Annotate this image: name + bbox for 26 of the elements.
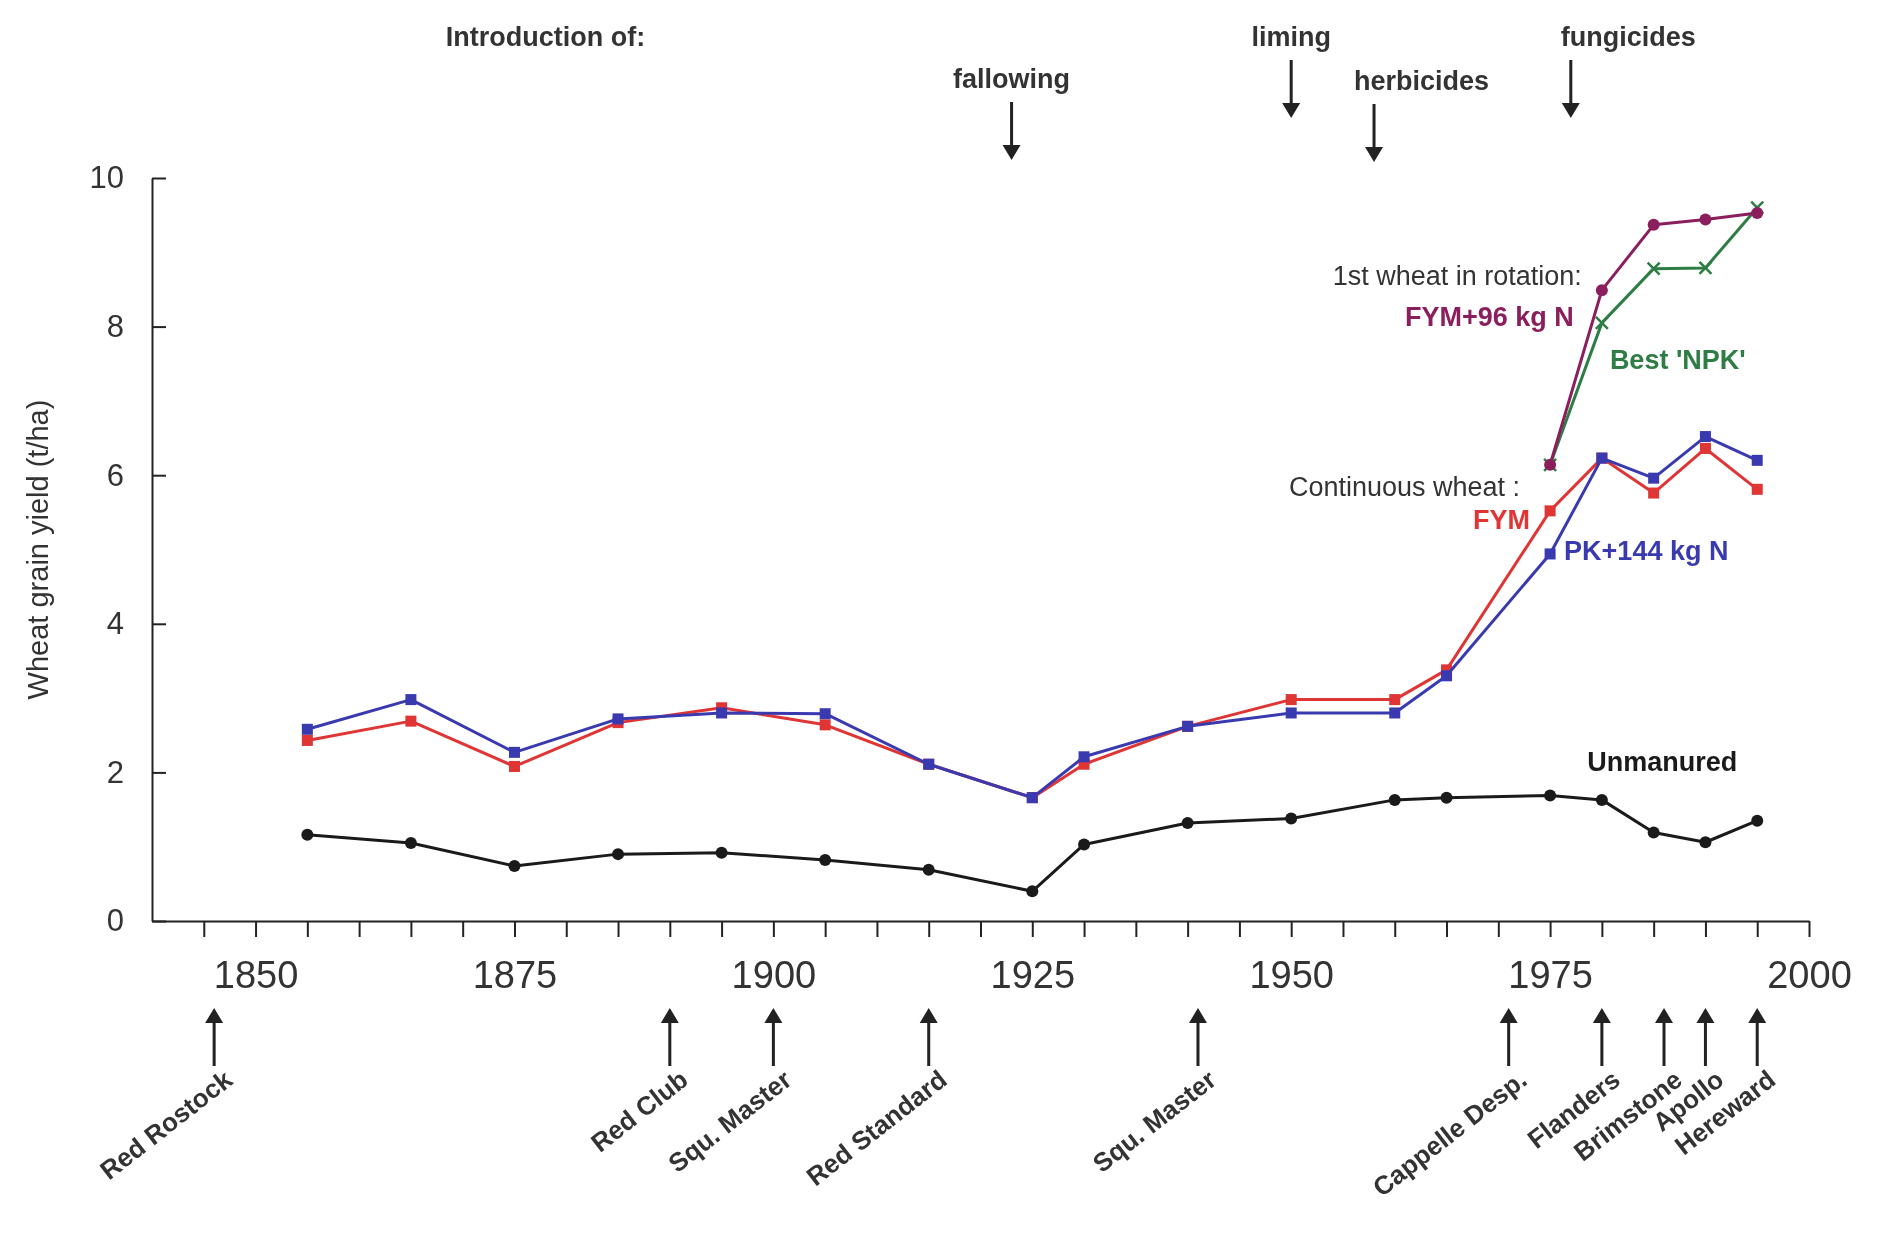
text: fallowing [953, 64, 1071, 94]
x-tick-label: 1875 [472, 953, 558, 996]
series-label: Unmanured [1587, 746, 1738, 777]
text: herbicides [1354, 66, 1490, 96]
x-tick-label: 2000 [1767, 953, 1852, 996]
y-tick-label: 6 [106, 457, 124, 493]
series-label: PK+144 kg N [1564, 535, 1729, 566]
annotation: 1st wheat in rotation: [1332, 261, 1582, 292]
x-tick-label: 1950 [1249, 953, 1334, 996]
x-tick-label: 1850 [213, 953, 299, 996]
y-tick-label: 10 [89, 160, 124, 196]
text: liming [1251, 22, 1331, 52]
text: fungicides [1560, 22, 1696, 52]
y-tick-label: 2 [106, 754, 124, 790]
x-tick-label: 1925 [990, 953, 1076, 996]
y-tick-label: 0 [106, 903, 124, 939]
text: Introduction of: [445, 22, 646, 52]
y-axis-title: Wheat grain yield (t/ha) [22, 399, 54, 700]
x-tick-label: 1900 [731, 953, 817, 996]
x-tick-label: 1975 [1508, 953, 1593, 996]
series-label: FYM [1473, 504, 1531, 535]
annotation: Continuous wheat : [1288, 471, 1521, 502]
series-label: Best 'NPK' [1609, 344, 1746, 375]
y-tick-label: 8 [106, 309, 124, 345]
series-label: FYM+96 kg N [1405, 302, 1574, 333]
y-tick-label: 4 [106, 606, 124, 642]
